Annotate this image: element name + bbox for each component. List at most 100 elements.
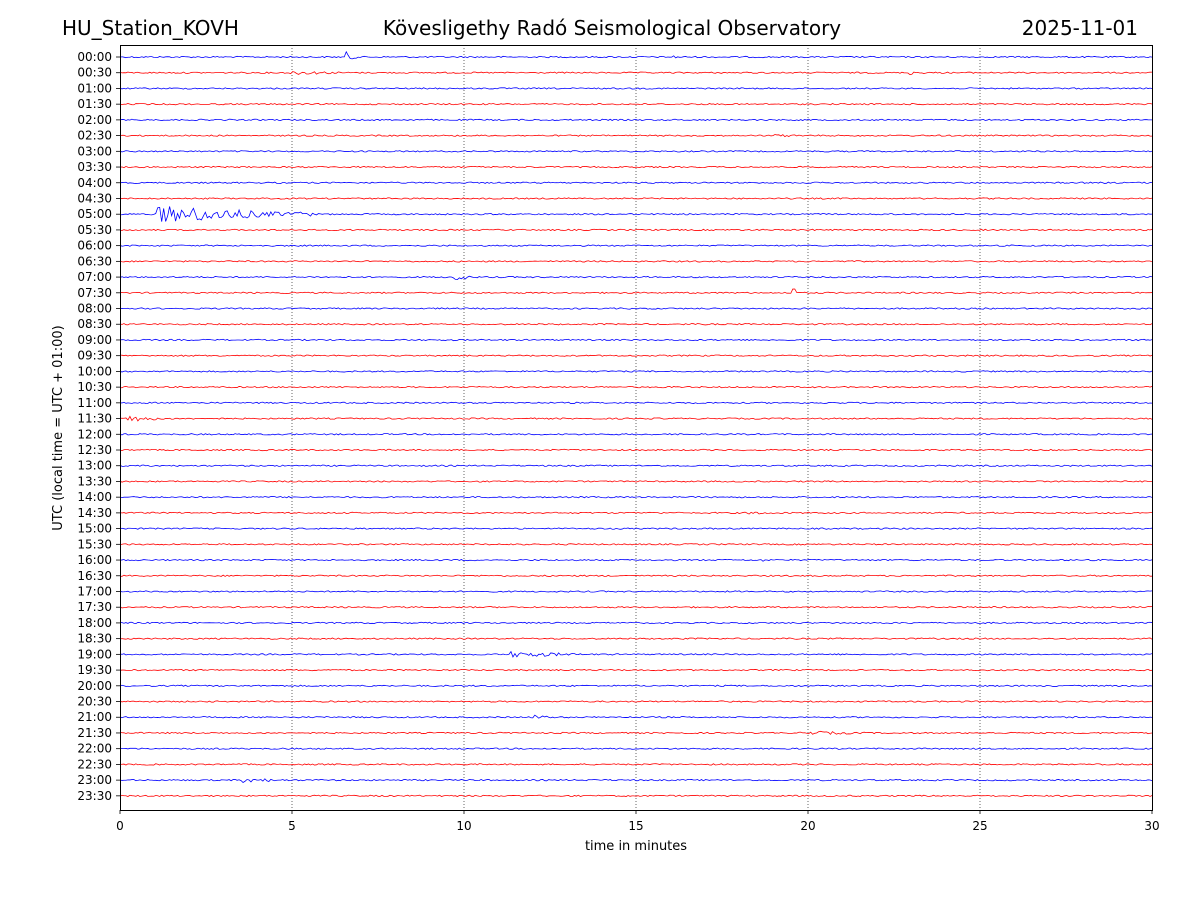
y-tick-label: 02:30 (77, 129, 112, 143)
y-tick-label: 13:30 (77, 474, 112, 488)
y-tick-label: 19:00 (77, 647, 112, 661)
trace-0330 (119, 165, 1153, 169)
trace-1230 (119, 448, 1153, 452)
trace-0000 (119, 50, 1153, 60)
y-tick-label: 04:00 (77, 176, 112, 190)
x-tick-label: 20 (800, 819, 815, 833)
trace-0500 (119, 206, 1153, 222)
trace-1000 (119, 370, 1153, 373)
trace-0800 (119, 307, 1153, 310)
trace-0230 (119, 134, 1153, 138)
y-axis-label: UTC (local time = UTC + 01:00) (51, 325, 66, 530)
y-tick-label: 10:30 (77, 380, 112, 394)
trace-1600 (119, 558, 1153, 562)
trace-0030 (119, 71, 1153, 75)
y-tick-label: 20:30 (77, 695, 112, 709)
y-tick-label: 07:00 (77, 270, 112, 284)
y-tick-label: 05:30 (77, 223, 112, 237)
trace-2030 (119, 700, 1153, 703)
trace-0530 (119, 228, 1153, 232)
trace-1430 (119, 511, 1153, 515)
x-tick-label: 15 (628, 819, 643, 833)
trace-1830 (119, 637, 1153, 640)
x-tick-label: 10 (456, 819, 471, 833)
y-tick-label: 20:00 (77, 679, 112, 693)
x-axis: 0 5 10 15 20 25 30 (116, 810, 1160, 833)
trace-0130 (119, 103, 1153, 106)
trace-1330 (119, 480, 1153, 483)
y-tick-label: 21:30 (77, 726, 112, 740)
y-tick-label: 06:00 (77, 239, 112, 253)
y-tick-label: 23:30 (77, 789, 112, 803)
y-tick-label: 23:00 (77, 773, 112, 787)
y-tick-label: 19:30 (77, 663, 112, 677)
x-tick-label: 30 (1144, 819, 1159, 833)
trace-0700 (119, 275, 1153, 281)
trace-1030 (119, 385, 1153, 389)
trace-1500 (119, 527, 1153, 530)
trace-1200 (119, 433, 1153, 436)
trace-1730 (119, 606, 1153, 609)
trace-2300 (119, 778, 1153, 784)
trace-0930 (119, 354, 1153, 357)
y-tick-label: 03:30 (77, 160, 112, 174)
trace-0630 (119, 260, 1153, 263)
y-tick-label: 02:00 (77, 113, 112, 127)
y-tick-label: 09:30 (77, 349, 112, 363)
y-tick-label: 18:00 (77, 616, 112, 630)
x-tick-label: 25 (972, 819, 987, 833)
y-tick-label: 22:00 (77, 742, 112, 756)
trace-group (119, 50, 1153, 797)
trace-0200 (119, 118, 1153, 122)
trace-1630 (119, 574, 1153, 577)
y-tick-label: 17:30 (77, 600, 112, 614)
y-tick-label: 00:30 (77, 66, 112, 80)
trace-2100 (119, 714, 1153, 719)
x-tick-label: 0 (116, 819, 124, 833)
y-tick-label: 01:30 (77, 97, 112, 111)
chart-title: Kövesligethy Radó Seismological Observat… (383, 16, 841, 40)
trace-0430 (119, 197, 1153, 200)
vertical-grid (291, 45, 981, 810)
y-tick-label: 17:00 (77, 584, 112, 598)
y-tick-label: 06:30 (77, 254, 112, 268)
trace-2330 (119, 794, 1153, 797)
trace-1900 (119, 650, 1153, 658)
trace-2130 (119, 730, 1153, 735)
trace-1300 (119, 464, 1153, 467)
trace-0400 (119, 181, 1153, 184)
y-tick-label: 21:00 (77, 710, 112, 724)
y-tick-label: 08:30 (77, 317, 112, 331)
trace-1130 (119, 415, 1153, 422)
trace-1930 (119, 668, 1153, 672)
trace-0600 (119, 244, 1153, 247)
plot-frame (120, 45, 1153, 811)
y-tick-label: 11:30 (77, 412, 112, 426)
station-label: HU_Station_KOVH (62, 16, 239, 40)
trace-0730 (119, 288, 1153, 294)
y-tick-label: 09:00 (77, 333, 112, 347)
y-tick-label: 13:00 (77, 459, 112, 473)
x-tick-label: 5 (288, 819, 296, 833)
y-tick-label: 22:30 (77, 757, 112, 771)
trace-2230 (119, 763, 1153, 766)
y-tick-label: 00:00 (77, 50, 112, 64)
y-tick-label: 12:00 (77, 427, 112, 441)
y-tick-label: 16:30 (77, 569, 112, 583)
y-tick-label: 15:30 (77, 537, 112, 551)
y-tick-label: 05:00 (77, 207, 112, 221)
y-tick-label: 11:00 (77, 396, 112, 410)
trace-0300 (119, 150, 1153, 153)
y-tick-label: 04:30 (77, 191, 112, 205)
x-axis-label: time in minutes (585, 839, 687, 854)
y-tick-label: 01:00 (77, 81, 112, 95)
y-tick-label: 14:00 (77, 490, 112, 504)
trace-0100 (119, 87, 1153, 90)
trace-1800 (119, 621, 1153, 625)
y-tick-label: 03:00 (77, 144, 112, 158)
trace-1400 (119, 496, 1153, 499)
y-tick-label: 14:30 (77, 506, 112, 520)
trace-2000 (119, 684, 1153, 687)
